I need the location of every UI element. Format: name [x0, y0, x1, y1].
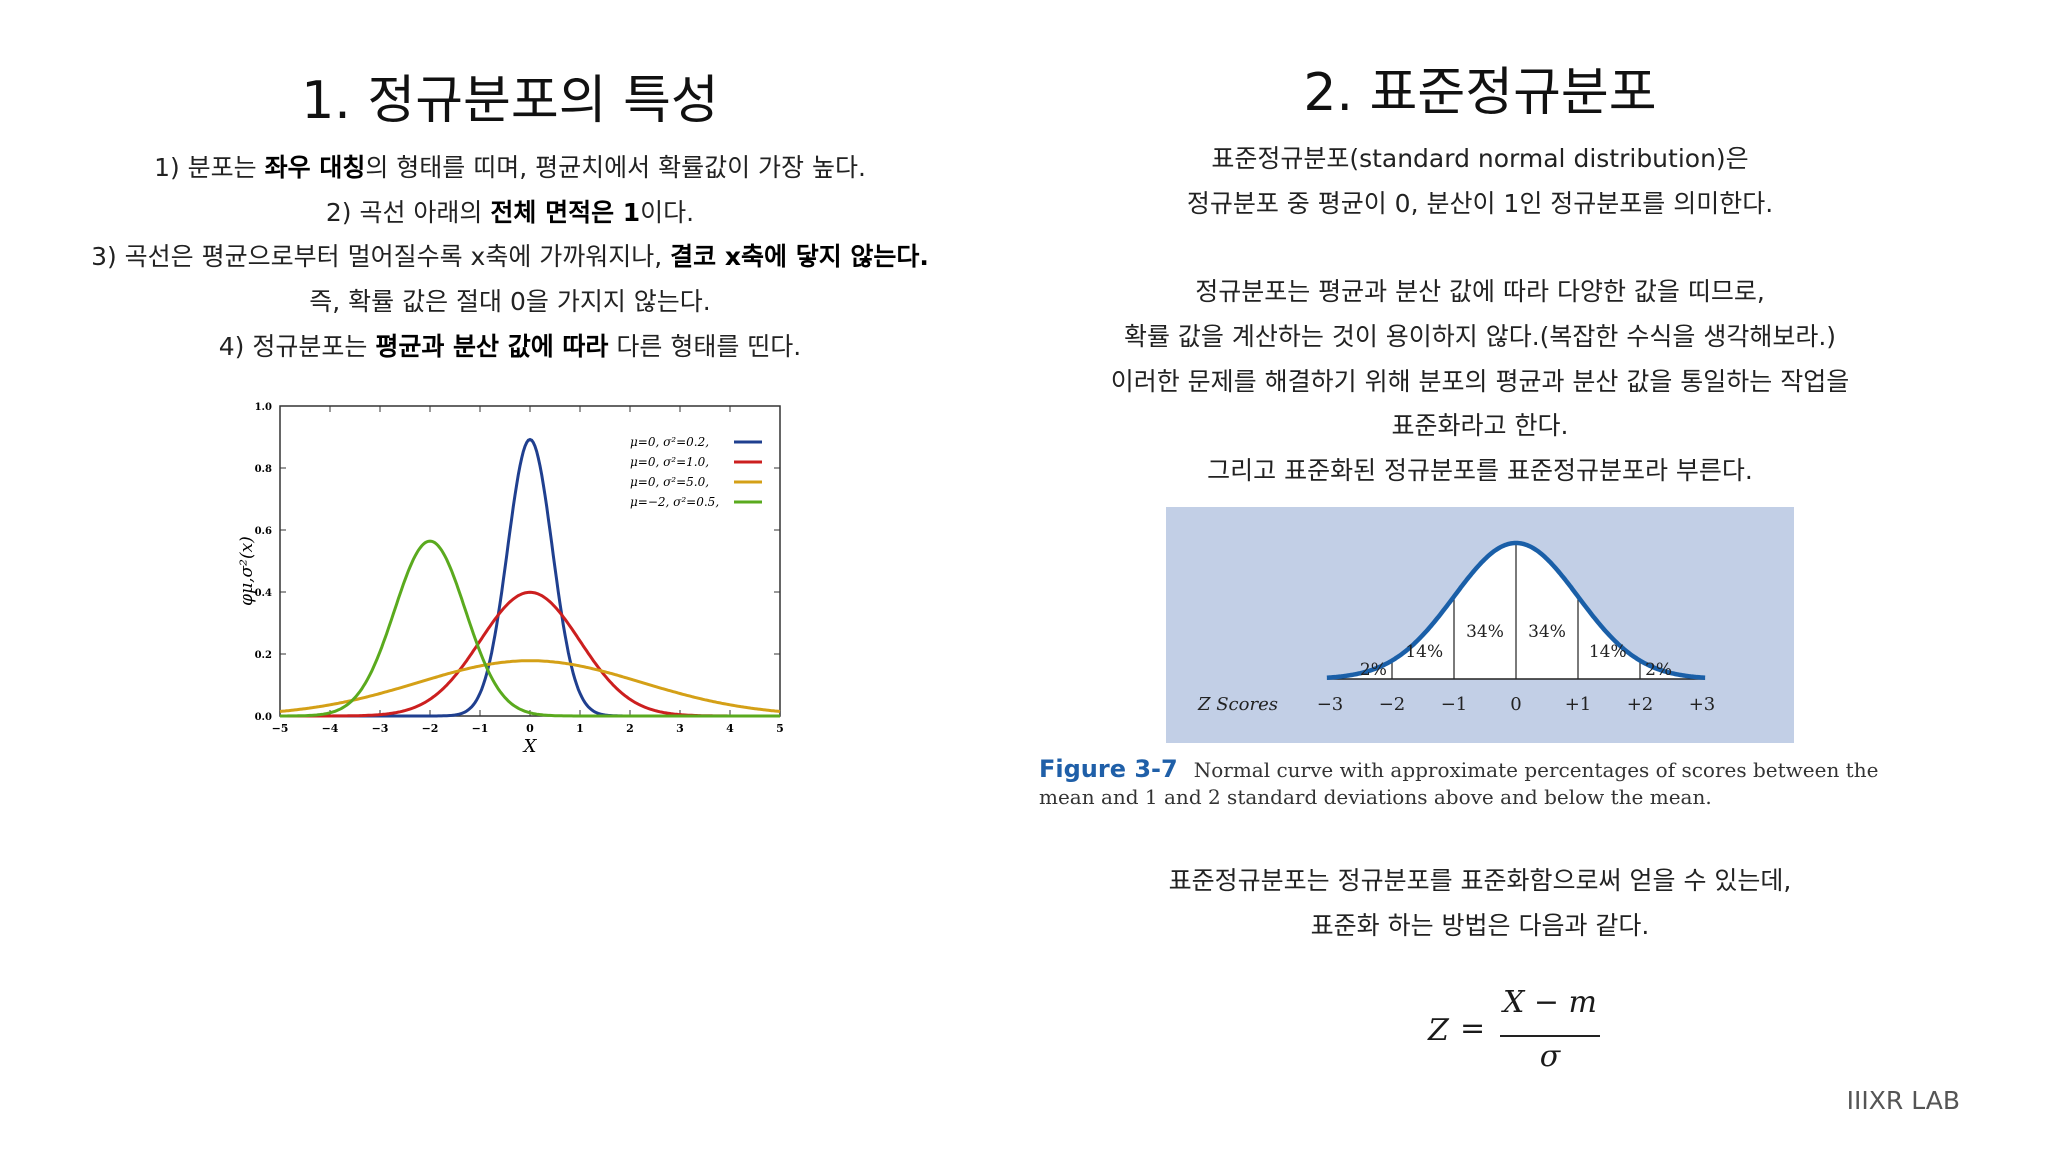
y-tick-label: 0.6 [255, 526, 272, 537]
x-tick-label: −3 [372, 722, 389, 735]
series-line-2 [279, 659, 781, 713]
left-line-4-a: 즉, 확률 값은 절대 0을 가지지 않는다. [309, 287, 711, 316]
left-line-2-c: 이다. [640, 198, 695, 227]
standard-normal-figure: 2% 14% 34% 34% 14% 2% Z Scores −3 −2 −1 0 +1 +2 +3 [1166, 507, 1794, 743]
formula-z: Z [1428, 1013, 1449, 1048]
series-line-3 [280, 539, 780, 718]
x-tick-label: 3 [676, 722, 684, 735]
right-intro-1: 표준정규분포(standard normal distribution)은 [1211, 144, 1749, 173]
y-tick-label: 1.0 [255, 402, 272, 413]
legend-label-3: μ=−2, σ²=0.5, [630, 495, 719, 509]
right-para-4: 표준화라고 한다. [1391, 411, 1569, 440]
left-line-1-a: 1) 분포는 [154, 153, 265, 182]
left-line-3-b: 결코 x축에 닿지 않는다. [670, 242, 929, 271]
x-tick-label: 0 [526, 722, 534, 735]
percent-label: 34% [1528, 622, 1566, 642]
left-line-3: 3) 곡선은 평균으로부터 멀어질수록 x축에 가까워지나, 결코 x축에 닿지… [50, 237, 970, 273]
right-intro-2: 정규분포 중 평균이 0, 분산이 1인 정규분포를 의미한다. [1186, 189, 1774, 218]
left-line-3-a: 3) 곡선은 평균으로부터 멀어질수록 x축에 가까워지나, [91, 242, 671, 271]
z-tick-label: 0 [1510, 694, 1521, 715]
z-tick-label: +1 [1565, 694, 1592, 715]
formula-fraction-bar [1500, 1035, 1600, 1037]
left-line-1-c: 의 형태를 띠며, 평균치에서 확률값이 가장 높다. [365, 153, 866, 182]
x-tick-label: 5 [776, 722, 784, 735]
left-line-5: 4) 정규분포는 평균과 분산 값에 따라 다른 형태를 띤다. [80, 327, 940, 363]
x-tick-label: −4 [322, 722, 339, 735]
percent-label: 14% [1405, 642, 1443, 662]
left-line-2-a: 2) 곡선 아래의 [325, 198, 491, 227]
percent-label: 2% [1645, 660, 1672, 680]
x-axis-label: X [522, 736, 538, 757]
right-title: 2. 표준정규분포 [1303, 63, 1657, 123]
percent-label: 2% [1360, 660, 1387, 680]
y-tick-label: 0.0 [255, 712, 272, 723]
right-para-3: 이러한 문제를 해결하기 위해 분포의 평균과 분산 값을 통일하는 작업을 [1110, 367, 1850, 396]
legend-label-0: μ=0, σ²=0.2, [630, 435, 709, 449]
normal-distribution-svg: −5 −4 −3 −2 −1 0 1 2 3 4 5 0.0 0.2 0.4 0.6 0.8 1.0 Xφμ,σ²… [237, 402, 784, 757]
left-line-1: 1) 분포는 좌우 대칭의 형태를 띠며, 평균치에서 확률값이 가장 높다. [80, 148, 940, 184]
right-para-2: 확률 값을 계산하는 것이 용이하지 않다.(복잡한 수식을 생각해보라.) [1123, 322, 1837, 351]
formula-equals: = [1460, 1011, 1486, 1046]
z-tick-label: −2 [1379, 694, 1406, 715]
right-outro-1: 표준정규분포는 정규분포를 표준화함으로써 얻을 수 있는데, [1168, 866, 1792, 895]
bell-curve-svg: 2% 14% 34% 34% 14% 2% Z Scores −3 −2 −1 0 +1 +2 +3 [1197, 540, 1716, 715]
figure-caption: Figure 3-7 Normal curve with approximate … [1039, 756, 1939, 811]
left-line-1-b: 좌우 대칭 [264, 153, 366, 182]
x-tick-label: 1 [576, 722, 584, 735]
left-line-2-b: 전체 면적은 1 [490, 198, 641, 227]
formula-numerator: X − m [1502, 985, 1597, 1020]
brand-label: IIIXR LAB [1846, 1086, 1960, 1115]
x-tick-label: −5 [272, 722, 289, 735]
left-line-4: 즉, 확률 값은 절대 0을 가지지 않는다. [80, 282, 940, 318]
left-line-5-b: 평균과 분산 값에 따라 [375, 332, 609, 361]
x-tick-label: 4 [726, 722, 734, 735]
y-tick-label: 0.2 [255, 650, 272, 661]
legend-label-2: μ=0, σ²=5.0, [630, 475, 709, 489]
z-tick-label: −1 [1441, 694, 1468, 715]
z-tick-label: −3 [1317, 694, 1344, 715]
left-line-5-a: 4) 정규분포는 [218, 332, 376, 361]
percent-label: 14% [1589, 642, 1627, 662]
left-line-2: 2) 곡선 아래의 전체 면적은 1이다. [80, 193, 940, 229]
y-tick-label: 0.4 [255, 588, 272, 599]
right-para-5: 그리고 표준화된 정규분포를 표준정규분포라 부른다. [1207, 456, 1753, 485]
y-axis-label: φμ,σ²(x) [237, 536, 257, 606]
formula-denominator: σ [1539, 1039, 1561, 1074]
bell-curve [1326, 540, 1706, 680]
z-tick-label: +3 [1689, 694, 1716, 715]
right-para-1: 정규분포는 평균과 분산 값에 따라 다양한 값을 띠므로, [1195, 277, 1765, 306]
z-tick-label: +2 [1627, 694, 1654, 715]
plot-frame [279, 405, 781, 717]
x-tick-label: −1 [472, 722, 489, 735]
z-scores-label: Z Scores [1197, 694, 1278, 715]
x-tick-label: 2 [626, 722, 634, 735]
legend-label-1: μ=0, σ²=1.0, [630, 455, 709, 469]
left-line-5-c: 다른 형태를 띤다. [608, 332, 802, 361]
right-outro-2: 표준화 하는 방법은 다음과 같다. [1310, 911, 1650, 940]
figure-caption-text: Normal curve with approximate percentage… [1039, 758, 1879, 809]
y-tick-label: 0.8 [255, 464, 272, 475]
figure-label: Figure 3-7 [1039, 755, 1178, 783]
x-tick-label: −2 [422, 722, 439, 735]
left-title: 1. 정규분포의 특성 [301, 71, 719, 131]
percent-label: 34% [1466, 622, 1504, 642]
standardization-formula: Z = X − m σ [1420, 985, 1620, 1075]
